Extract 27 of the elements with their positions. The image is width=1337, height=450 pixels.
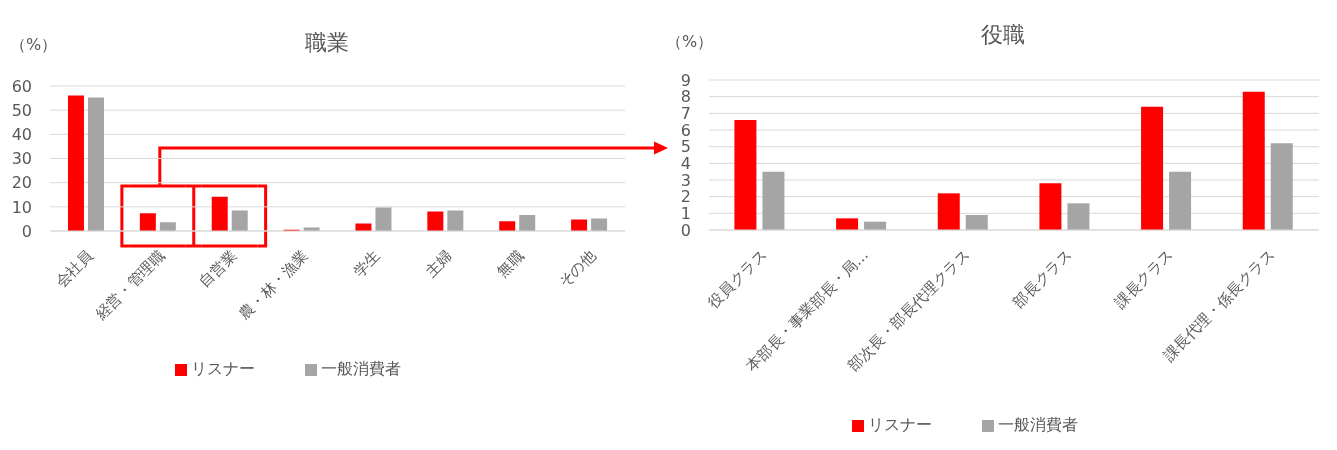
y-tick-label: 50: [11, 100, 32, 120]
x-tick-label: 役員クラス: [704, 245, 771, 312]
y-axis-title: （%）: [10, 35, 58, 56]
y-tick-label: 40: [11, 125, 32, 145]
x-tick-label: 部長クラス: [1009, 245, 1076, 312]
y-tick-label: 2: [680, 187, 691, 207]
chart-title: 役職: [981, 21, 1025, 49]
x-tick-label: 課長クラス: [1111, 245, 1177, 312]
y-axis-title: （%）: [666, 32, 714, 53]
legend-label: リスナー: [867, 415, 932, 434]
y-tick-label: 5: [680, 137, 691, 157]
y-tick-label: 60: [11, 76, 32, 96]
chart-title: 職業: [305, 29, 349, 57]
x-tick-label: 学生: [349, 246, 384, 281]
legend-label: 一般消費者: [997, 415, 1078, 434]
legend-label: リスナー: [190, 359, 255, 378]
y-tick-label: 20: [11, 173, 32, 193]
y-tick-label: 8: [680, 87, 691, 107]
y-tick-label: 0: [21, 221, 32, 241]
x-tick-label: 主婦: [421, 246, 456, 281]
legend-label: 一般消費者: [320, 359, 401, 378]
x-tick-label: 会社員: [51, 246, 97, 292]
x-tick-label: その他: [554, 246, 600, 292]
y-tick-label: 10: [11, 197, 32, 217]
y-tick-label: 30: [11, 149, 32, 169]
x-tick-label: 無職: [493, 246, 528, 281]
y-tick-label: 9: [680, 70, 691, 90]
